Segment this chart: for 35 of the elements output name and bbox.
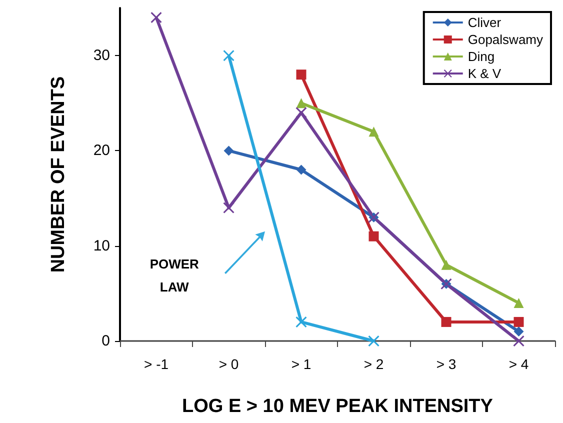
point	[296, 98, 306, 108]
y-tick-label: 10	[93, 237, 110, 254]
point	[296, 164, 306, 175]
x-tick-label: > 0	[218, 356, 239, 372]
point	[150, 12, 162, 24]
point	[296, 70, 306, 80]
legend-label: Ding	[468, 49, 495, 64]
x-tick-label: > 4	[508, 356, 529, 372]
x-tick-label: > -1	[144, 356, 169, 372]
point	[223, 50, 234, 62]
point	[441, 316, 452, 327]
point	[441, 260, 452, 270]
point	[296, 316, 307, 328]
point	[514, 298, 524, 308]
point	[514, 316, 524, 327]
x-axis-title: LOG E > 10 MEV PEAK INTENSITY	[182, 396, 494, 417]
point	[224, 146, 234, 156]
point	[296, 107, 307, 118]
x-tick-label: > 1	[291, 356, 312, 372]
legend-label: Gopalswamy	[468, 32, 544, 47]
y-tick-label: 0	[102, 332, 110, 350]
point	[368, 126, 379, 137]
y-axis-title: NUMBER OF EVENTS	[48, 76, 69, 273]
point	[223, 202, 234, 214]
x-tick-label: > 3	[436, 356, 456, 372]
y-tick-label: 30	[93, 47, 110, 64]
point	[514, 326, 524, 336]
point	[368, 336, 380, 346]
legend-label: Cliver	[468, 15, 502, 30]
legend-label: K & V	[468, 66, 502, 81]
x-tick-label: > 2	[364, 356, 384, 372]
point	[368, 231, 379, 242]
point	[513, 336, 524, 346]
annotation: POWER LAW	[150, 256, 200, 294]
y-tick-label: 20	[93, 142, 110, 160]
